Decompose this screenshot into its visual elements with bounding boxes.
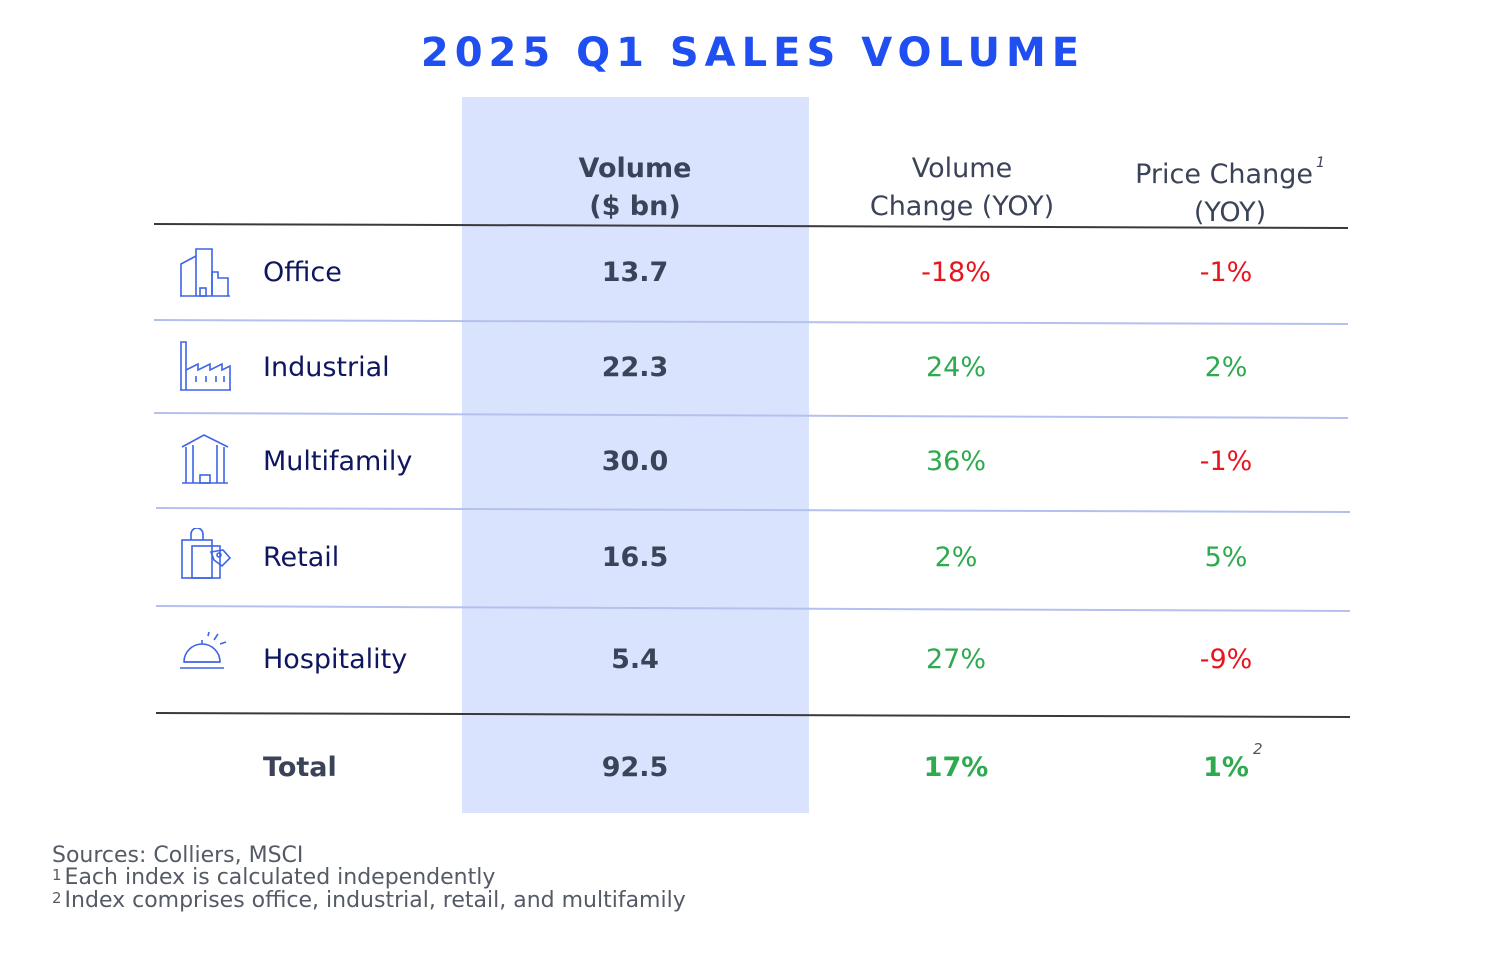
header-pchange-footnote: 1: [1315, 155, 1325, 171]
sources-note: Sources: Colliers, MSCI: [52, 843, 304, 868]
cell-pchange-industrial: 2%: [1204, 352, 1248, 383]
footnote-2: 2 Index comprises office, industrial, ret…: [52, 888, 686, 913]
apartment-icon: [180, 433, 232, 485]
cell-volume-office: 13.7: [601, 257, 669, 288]
cell-vchange-multifamily: 36%: [925, 446, 986, 477]
header-rule: [153, 223, 1349, 229]
footnote-1-mark: 1: [52, 866, 62, 884]
total-price-footnote: 2: [1253, 740, 1263, 758]
cell-vchange-total: 17%: [923, 752, 989, 783]
cell-pchange-total: 1%: [1203, 752, 1249, 783]
header-price-change: Price Change 1 (YOY): [1110, 150, 1350, 232]
office-building-icon: [178, 246, 232, 298]
cell-volume-hospitality: 5.4: [611, 644, 659, 675]
page-title: 2025 Q1 SALES VOLUME: [420, 30, 1086, 76]
cell-vchange-office: -18%: [921, 257, 991, 288]
header-vchange-line1: Volume: [911, 153, 1013, 184]
cell-pchange-office: -1%: [1199, 257, 1253, 288]
header-volume-line1: Volume: [578, 153, 692, 184]
row-label-multifamily: Multifamily: [263, 446, 413, 477]
footnotes: Sources: Colliers, MSCI 1 Each index is c…: [52, 845, 686, 913]
header-vchange-line2: Change (YOY): [869, 191, 1055, 222]
cell-vchange-industrial: 24%: [925, 352, 986, 383]
shopping-bag-icon: [178, 528, 234, 582]
cell-vchange-retail: 2%: [934, 542, 978, 573]
factory-icon: [178, 340, 232, 392]
footnote-1-text: Each index is calculated independently: [64, 865, 496, 890]
row-label-retail: Retail: [263, 542, 340, 573]
cell-vchange-hospitality: 27%: [925, 644, 986, 675]
header-pchange-line1: Price Change: [1135, 159, 1313, 190]
row-divider: [155, 507, 1351, 513]
row-label-hospitality: Hospitality: [263, 644, 408, 675]
cell-pchange-hospitality: -9%: [1199, 644, 1253, 675]
footnote-2-text: Index comprises office, industrial, reta…: [64, 888, 686, 913]
cell-volume-total: 92.5: [601, 752, 669, 783]
footnote-2-mark: 2: [52, 889, 62, 907]
cell-pchange-multifamily: -1%: [1199, 446, 1253, 477]
row-label-office: Office: [263, 257, 342, 288]
volume-column-highlight: [462, 97, 809, 813]
row-label-industrial: Industrial: [263, 352, 390, 383]
row-divider: [153, 412, 1349, 419]
service-bell-icon: [178, 630, 234, 674]
cell-volume-industrial: 22.3: [601, 352, 669, 383]
header-volume-line2: ($ bn): [589, 191, 681, 222]
header-volume-change: Volume Change (YOY): [842, 150, 1082, 226]
total-rule: [155, 712, 1351, 718]
row-divider: [153, 319, 1349, 325]
row-label-total: Total: [263, 752, 337, 783]
row-divider: [155, 605, 1351, 612]
cell-pchange-retail: 5%: [1204, 542, 1248, 573]
cell-volume-retail: 16.5: [601, 542, 669, 573]
footnote-1: 1 Each index is calculated independently: [52, 865, 686, 890]
header-pchange-line2: (YOY): [1193, 197, 1267, 228]
cell-volume-multifamily: 30.0: [601, 446, 669, 477]
header-volume: Volume ($ bn): [535, 150, 735, 226]
